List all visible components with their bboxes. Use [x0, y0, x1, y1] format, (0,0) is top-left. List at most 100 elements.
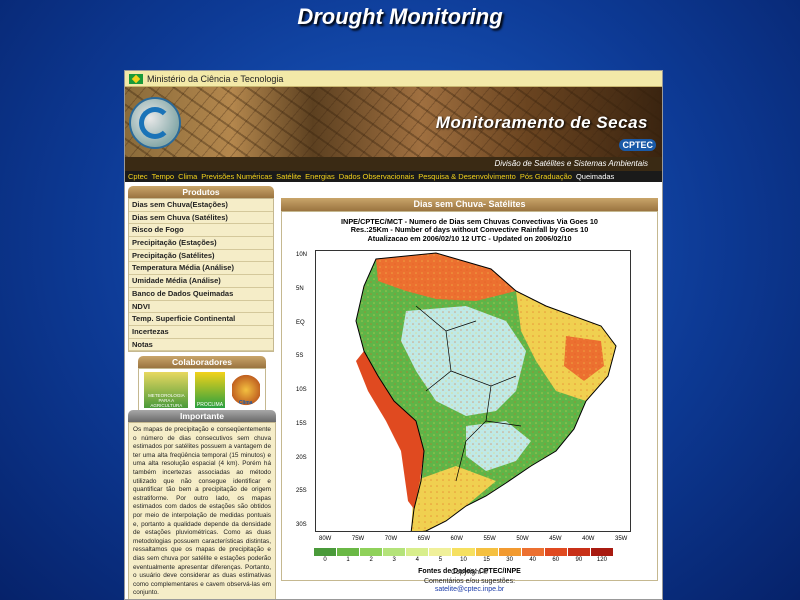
- colorbar-swatch: [521, 548, 545, 556]
- longitude-tick-label: 45W: [549, 536, 562, 542]
- colorbar-swatch: [567, 548, 591, 556]
- latitude-tick-label: 5N: [296, 285, 304, 292]
- longitude-tick-label: 75W: [351, 536, 365, 542]
- products-title: Produtos: [128, 186, 274, 198]
- product-menu-item[interactable]: Temp. Superficie Continental: [129, 313, 273, 326]
- division-bar: Divisão de Satélites e Sistemas Ambienta…: [125, 157, 662, 171]
- clima-logo[interactable]: Clima: [231, 374, 260, 406]
- map-header-line: INPE/CPTEC/MCT - Numero de Dias sem Chuv…: [341, 217, 598, 226]
- colorbar: [314, 548, 615, 556]
- longitude-tick-label: 55W: [483, 536, 496, 542]
- map-panel: Dias sem Chuva- Satélites INPE/CPTEC/MCT…: [281, 198, 658, 581]
- nav-item-3[interactable]: Previsões Numéricas: [201, 172, 273, 181]
- colorbar-tick-label: 10: [460, 557, 467, 563]
- important-text: Os mapas de precipitação e conseqüenteme…: [128, 422, 276, 599]
- product-menu-item[interactable]: Incertezas: [129, 325, 273, 339]
- colorbar-labels: 0 1 2 3 4 5 10 15 30 40 60 90 120: [314, 557, 614, 565]
- colorbar-tick-label: 5: [438, 557, 443, 563]
- collaborators-panel: Colaboradores METEOROLOGIA PARA A AGRICU…: [138, 356, 266, 412]
- nav-item-1[interactable]: Tempo: [151, 172, 175, 181]
- nav-item-8[interactable]: Pós Graduação: [519, 172, 572, 181]
- latitude-tick-label: 25S: [296, 488, 307, 495]
- product-menu-item[interactable]: Banco de Dados Queimadas: [129, 287, 273, 301]
- contact-email-link[interactable]: satelite@cptec.inpe.br: [434, 586, 505, 593]
- colorbar-tick-label: 60: [552, 557, 560, 563]
- products-menu: Dias sem Chuva(Estações) Dias sem Chuva (…: [128, 198, 274, 353]
- map-header-line: Res.:25Km - Number of days without Conve…: [350, 225, 589, 235]
- longitude-labels: 80W 75W 70W 65W 60W 55W 50W 45W 40W 35W: [315, 536, 631, 544]
- colorbar-swatch: [383, 548, 407, 556]
- collaborators-title: Colaboradores: [138, 356, 266, 368]
- copyright: Copyright ©: [450, 569, 489, 576]
- product-menu-item[interactable]: Precipitação (Satélites): [129, 249, 273, 263]
- colorbar-swatch: [544, 548, 568, 556]
- nav-item-2[interactable]: Clima: [178, 172, 198, 181]
- slide-title: Drought Monitoring: [297, 4, 503, 29]
- colorbar-swatch: [314, 548, 338, 556]
- longitude-tick-label: 40W: [582, 536, 595, 542]
- product-menu-item[interactable]: Temperatura Média (Análise): [129, 262, 273, 276]
- products-panel: Produtos Dias sem Chuva(Estações) Dias se…: [128, 186, 274, 353]
- colorbar-swatch: [452, 548, 476, 556]
- nav-item-7[interactable]: Pesquisa & Desenvolvimento: [418, 172, 516, 181]
- colorbar-tick-label: 15: [483, 557, 490, 563]
- latitude-tick-label: 10N: [296, 252, 308, 258]
- map-box: INPE/CPTEC/MCT - Numero de Dias sem Chuv…: [281, 211, 658, 581]
- product-menu-item[interactable]: Umidade Média (Análise): [129, 275, 273, 288]
- nav-item-6[interactable]: Dados Observacionais: [338, 172, 415, 181]
- product-menu-item[interactable]: Risco de Fogo: [129, 224, 273, 238]
- latitude-tick-label: 20S: [296, 454, 307, 461]
- longitude-tick-label: 65W: [417, 536, 430, 542]
- proclima-logo[interactable]: PROCLIMA: [194, 372, 225, 408]
- banner-title: Monitoramento de Secas: [435, 113, 648, 132]
- nav-item-5[interactable]: Energias: [305, 172, 335, 181]
- longitude-tick-label: 35W: [615, 536, 628, 542]
- colorbar-swatch: [475, 548, 499, 556]
- meteorologia-agricultura-logo[interactable]: METEOROLOGIA PARA A AGRICULTURA: [144, 372, 189, 408]
- product-menu-item[interactable]: Dias sem Chuva(Estações): [129, 199, 273, 212]
- product-menu-item[interactable]: NDVI: [129, 300, 273, 314]
- nav-item-9[interactable]: Queimadas: [575, 172, 615, 181]
- colorbar-tick-label: 3: [392, 557, 396, 563]
- comments-label: Comentários e/ou sugestões:: [423, 577, 516, 585]
- south-america-drought-map: [315, 250, 631, 532]
- website-frame: Ministério da Ciência e Tecnologia Monit…: [124, 70, 663, 600]
- colorbar-tick-label: 2: [369, 557, 373, 563]
- important-title: Importante: [128, 410, 276, 422]
- colorbar-swatch: [429, 548, 453, 556]
- collaborators-logos: METEOROLOGIA PARA A AGRICULTURA PROCLIMA…: [138, 368, 266, 412]
- cptec-logo[interactable]: CPTEC: [619, 139, 656, 151]
- colorbar-tick-label: 1: [346, 557, 350, 563]
- banner: Monitoramento de Secas CPTEC: [125, 87, 662, 157]
- dry-soil-image: [125, 87, 662, 157]
- colorbar-tick-label: 120: [596, 557, 607, 563]
- ministry-bar: Ministério da Ciência e Tecnologia: [125, 71, 662, 87]
- ministry-label: Ministério da Ciência e Tecnologia: [147, 73, 284, 84]
- longitude-tick-label: 80W: [319, 536, 332, 542]
- west-coast-orange: [356, 351, 424, 509]
- nav-item-4[interactable]: Satélite: [276, 172, 302, 181]
- colorbar-tick-label: 30: [506, 557, 513, 563]
- map-header: INPE/CPTEC/MCT - Numero de Dias sem Chuv…: [282, 212, 657, 243]
- product-menu-item[interactable]: Notas: [129, 338, 273, 352]
- map-header-line: Atualizacao em 2006/02/10 12 UTC - Updat…: [367, 233, 572, 243]
- colorbar-swatch: [337, 548, 361, 556]
- latitude-tick-label: EQ: [296, 319, 305, 326]
- longitude-tick-label: 60W: [450, 536, 463, 542]
- longitude-tick-label: 50W: [516, 536, 529, 542]
- product-menu-item[interactable]: Precipitação (Estações): [129, 237, 273, 250]
- colorbar-swatch: [360, 548, 384, 556]
- map-panel-title: Dias sem Chuva- Satélites: [281, 198, 658, 211]
- nav-item-0[interactable]: Cptec: [128, 172, 148, 181]
- latitude-labels: 10N 5N EQ 5S 10S 15S 20S 25S 30S: [296, 250, 316, 532]
- colorbar-tick-label: 0: [323, 557, 327, 563]
- latitude-tick-label: 30S: [296, 522, 307, 528]
- product-menu-item[interactable]: Dias sem Chuva (Satélites): [129, 211, 273, 225]
- colorbar-tick-label: 40: [529, 557, 537, 563]
- footer: Copyright © Comentários e/ou sugestões: …: [281, 569, 658, 595]
- drought-map-svg: [355, 252, 617, 531]
- latitude-tick-label: 10S: [296, 387, 307, 393]
- country-borders: [415, 305, 522, 482]
- colorbar-swatch: [498, 548, 522, 556]
- data-sources: Fontes de Dados: CPTEC/INPE: [418, 568, 521, 575]
